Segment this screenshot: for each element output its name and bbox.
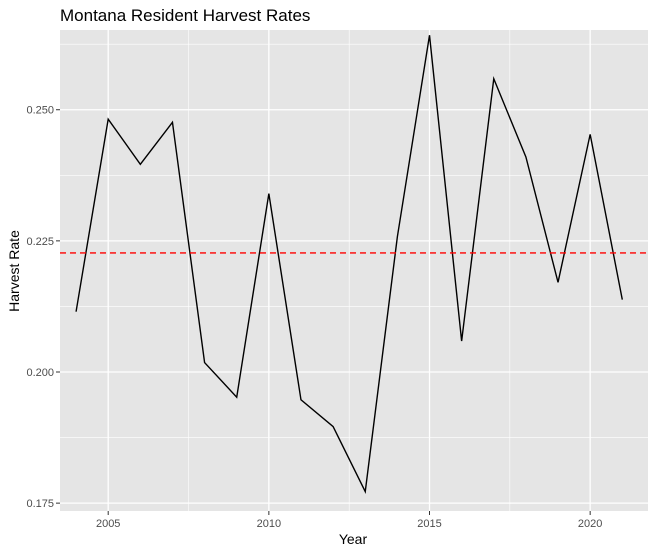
x-tick-label: 2015 (417, 518, 441, 530)
y-tick-label: 0.200 (26, 367, 54, 379)
x-axis-ticks: 2005 2010 2015 2020 (96, 511, 602, 530)
y-tick-label: 0.225 (26, 236, 54, 248)
y-tick-label: 0.175 (26, 498, 54, 510)
harvest-rate-line (75, 35, 623, 494)
x-tick-label: 2005 (96, 518, 120, 530)
x-tick-label: 2020 (578, 518, 602, 530)
plot-panel (60, 30, 648, 511)
y-axis-title: Harvest Rate (6, 230, 22, 312)
y-tick-label: 0.250 (26, 105, 54, 117)
x-axis-title: Year (339, 531, 368, 547)
x-tick-label: 2010 (257, 518, 281, 530)
major-gridlines (60, 30, 648, 511)
y-axis-ticks: 0.175 0.200 0.225 0.250 (26, 105, 60, 510)
chart-title: Montana Resident Harvest Rates (60, 6, 310, 25)
